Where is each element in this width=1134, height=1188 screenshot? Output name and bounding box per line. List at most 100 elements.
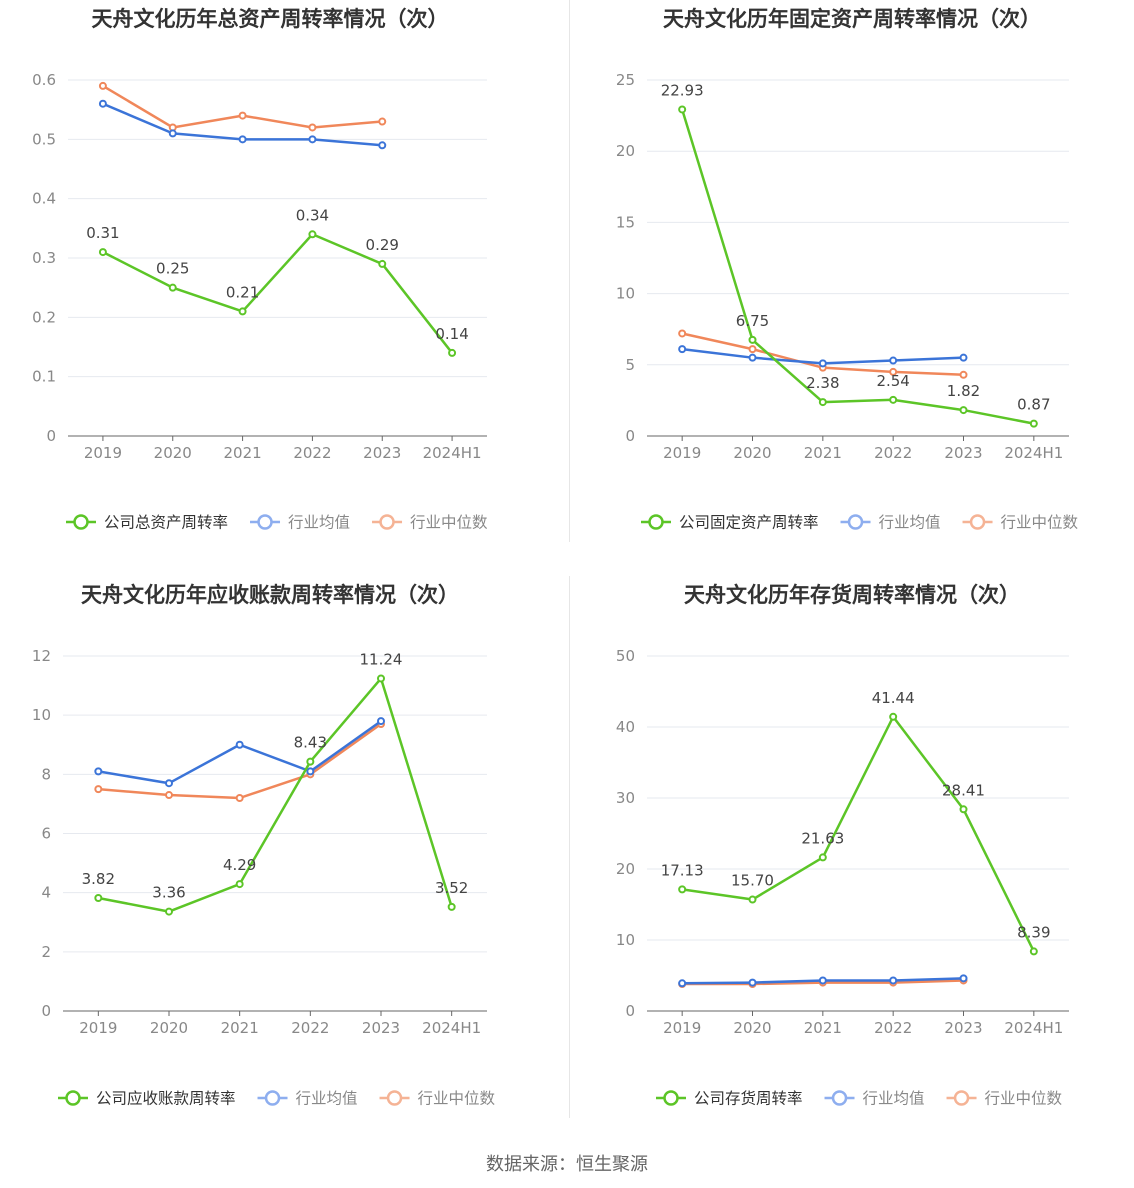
data-point-company[interactable] [238,307,247,316]
data-point-company[interactable] [818,398,827,407]
x-tick-label: 2019 [663,444,701,462]
data-point-median[interactable] [678,329,687,338]
data-point-company[interactable] [448,348,457,357]
data-label: 0.31 [86,224,119,242]
data-point-median[interactable] [238,111,247,120]
data-point-avg[interactable] [889,976,898,985]
data-label: 11.24 [360,650,403,668]
data-point-avg[interactable] [378,141,387,150]
y-tick-label: 25 [616,71,635,89]
data-label: 22.93 [661,81,704,99]
data-point-median[interactable] [98,81,107,90]
data-point-company[interactable] [378,259,387,268]
data-label: 0.34 [296,206,329,224]
data-point-company[interactable] [1029,419,1038,428]
data-point-avg[interactable] [748,978,757,987]
data-point-company[interactable] [306,757,315,766]
x-tick-label: 2022 [874,1019,912,1037]
chart-panel-total-asset-turnover: 天舟文化历年总资产周转率情况（次） 0 0.1 0.2 0.3 0.4 0.5 0.6 2019… [0,0,567,576]
data-point-avg[interactable] [165,779,173,788]
data-point-median[interactable] [378,117,387,126]
legend-item-median[interactable]: 行业中位数 [962,514,1079,532]
legend-item-median[interactable]: 行业中位数 [372,514,488,532]
data-point-avg[interactable] [238,135,247,144]
data-point-avg[interactable] [308,135,317,144]
legend-circle-icon [73,514,89,530]
data-point-company[interactable] [98,248,107,257]
data-point-company[interactable] [818,853,827,862]
legend-circle-icon [953,1090,970,1106]
data-point-company[interactable] [889,395,898,404]
chart-panel-fixed-asset-turnover: 天舟文化历年固定资产周转率情况（次） 0 5 10 15 20 25 2019 2020 2021… [567,0,1134,576]
legend-item-avg[interactable]: 行业均值 [840,514,941,532]
data-point-avg[interactable] [678,345,687,354]
data-point-avg[interactable] [94,767,103,776]
data-point-avg[interactable] [818,976,827,985]
x-tick-label: 2023 [944,1019,982,1037]
legend-circle-icon [379,514,395,530]
legend-item-company[interactable]: 公司存货周转率 [656,1090,803,1108]
data-point-company[interactable] [308,230,317,239]
data-point-avg[interactable] [818,359,827,368]
data-point-company[interactable] [447,902,456,911]
legend-item-company[interactable]: 公司总资产周转率 [66,514,228,532]
legend-item-median[interactable]: 行业中位数 [946,1090,1063,1108]
data-label: 2.54 [876,372,909,390]
data-label: 3.36 [152,884,185,902]
data-point-company[interactable] [168,283,177,292]
data-point-avg[interactable] [959,974,968,983]
legend-item-avg[interactable]: 行业均值 [257,1090,358,1108]
data-point-company[interactable] [94,893,103,902]
data-point-median[interactable] [308,123,317,132]
data-point-median[interactable] [235,794,244,802]
data-point-company[interactable] [235,880,244,889]
data-point-avg[interactable] [98,99,107,108]
legend-item-company[interactable]: 公司应收账款周转率 [58,1089,236,1108]
data-label: 8.43 [294,734,327,752]
data-point-median[interactable] [748,345,757,354]
legend-label: 公司应收账款周转率 [96,1089,236,1108]
data-label: 21.63 [801,829,844,847]
data-point-company[interactable] [1029,947,1038,956]
data-label: 41.44 [872,689,915,707]
y-tick-label: 10 [616,931,635,949]
data-point-avg[interactable] [168,129,177,138]
y-tick-label: 20 [616,142,635,160]
data-point-company[interactable] [748,895,757,904]
data-label: 0.21 [226,283,259,301]
data-point-avg[interactable] [959,353,968,362]
data-point-median[interactable] [94,785,103,794]
legend-item-median[interactable]: 行业中位数 [379,1090,496,1108]
legend-label: 行业中位数 [418,1090,496,1108]
data-point-median[interactable] [889,367,898,376]
legend-item-avg[interactable]: 行业均值 [824,1090,925,1108]
data-point-company[interactable] [165,907,173,916]
data-label: 0.29 [366,236,399,254]
data-point-company[interactable] [748,335,757,344]
data-point-avg[interactable] [306,767,315,776]
data-point-median[interactable] [959,370,968,379]
data-point-avg[interactable] [678,979,687,988]
legend-label: 行业均值 [879,514,941,532]
data-point-avg[interactable] [889,356,898,365]
data-label: 3.82 [82,870,115,888]
data-point-median[interactable] [165,791,173,800]
data-point-company[interactable] [377,674,385,683]
data-point-avg[interactable] [748,353,757,362]
legend-item-avg[interactable]: 行业均值 [250,514,350,532]
data-point-company[interactable] [889,712,898,721]
data-point-company[interactable] [959,805,968,814]
data-point-company[interactable] [678,885,687,894]
data-point-avg[interactable] [235,740,244,749]
legend-label: 行业均值 [288,514,350,532]
data-point-company[interactable] [678,105,687,114]
legend-circle-icon [831,1090,848,1106]
legend-item-company[interactable]: 公司固定资产周转率 [641,514,819,532]
data-point-company[interactable] [959,406,968,415]
x-tick-label: 2024H1 [422,1019,481,1037]
y-tick-label: 4 [41,884,51,902]
legend-label: 公司总资产周转率 [104,514,228,532]
legend-label: 行业中位数 [985,1090,1063,1108]
y-tick-label: 50 [616,647,635,665]
data-point-avg[interactable] [377,717,385,726]
